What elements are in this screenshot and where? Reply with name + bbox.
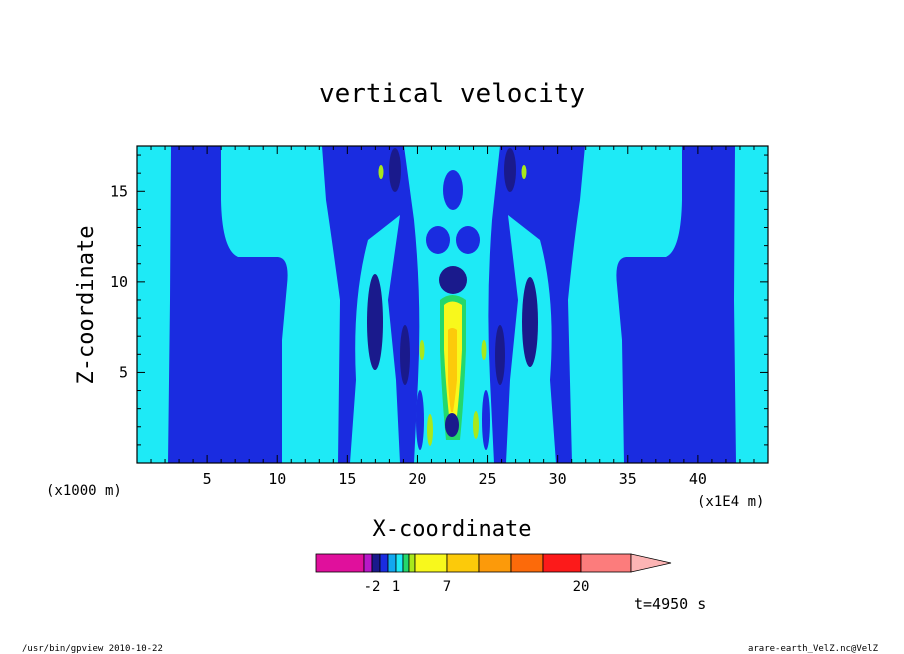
x-tick-label: 35 <box>619 470 637 488</box>
y-tick-label: 5 <box>119 363 128 381</box>
x-tick-label: 25 <box>479 470 497 488</box>
x-axis: 5 10 15 20 25 30 35 40 <box>136 146 769 488</box>
contour-cell <box>481 340 487 360</box>
colorbar-tick-label: -2 <box>364 579 381 595</box>
plot-area <box>137 146 768 463</box>
x-tick-label: 10 <box>268 470 286 488</box>
plot-frame <box>136 145 769 464</box>
x-unit-left: (x1000 m) <box>46 483 122 499</box>
colorbar-segment <box>402 553 410 573</box>
colorbar-segment <box>414 553 448 573</box>
colorbar-segment <box>446 553 480 573</box>
footer-left: /usr/bin/gpview 2010-10-22 <box>22 644 163 654</box>
y-tick-label: 15 <box>110 182 128 200</box>
x-tick-label: 20 <box>408 470 426 488</box>
colorbar-segment <box>371 553 381 573</box>
contour-cell <box>473 411 479 439</box>
contour-cell <box>456 226 480 254</box>
contour-cell <box>426 226 450 254</box>
contour-cell <box>504 148 516 192</box>
colorbar-tick-label: 7 <box>443 579 451 595</box>
contour-cell <box>378 165 384 179</box>
contour-cell <box>400 325 410 385</box>
contour-cell <box>482 390 490 450</box>
x-tick-label: 30 <box>549 470 567 488</box>
x-axis-label: X-coordinate <box>373 517 532 542</box>
contour-cell <box>367 274 383 370</box>
x-unit-right: (x1E4 m) <box>697 494 764 510</box>
x-tick-label: 40 <box>689 470 707 488</box>
colorbar-segment <box>542 553 582 573</box>
contour-cell <box>443 170 463 210</box>
colorbar <box>315 553 672 573</box>
contour-cell <box>445 413 459 437</box>
y-axis: 5 10 15 <box>110 154 768 464</box>
contour-cell <box>389 148 401 192</box>
colorbar-segment <box>315 553 365 573</box>
x-tick-label: 15 <box>338 470 356 488</box>
colorbar-segment <box>395 553 404 573</box>
colorbar-tick-label: 20 <box>573 579 590 595</box>
colorbar-segment <box>580 553 632 573</box>
contour-cell <box>495 325 505 385</box>
colorbar-segment <box>387 553 397 573</box>
chart-title: vertical velocity <box>319 79 585 109</box>
contour-region-left-band <box>168 146 288 463</box>
contour-region-right-band <box>616 146 736 463</box>
colorbar-segment <box>363 553 373 573</box>
y-axis-label: Z-coordinate <box>74 226 99 385</box>
contour-cell <box>439 266 467 294</box>
colorbar-tick-label: 1 <box>392 579 400 595</box>
colorbar-extension-tip <box>630 553 672 573</box>
contour-updraft-peak <box>448 328 457 412</box>
footer-right: arare-earth_VelZ.nc@VelZ <box>748 644 879 654</box>
contour-cell <box>427 414 433 446</box>
time-label: t=4950 s <box>634 595 706 613</box>
colorbar-segment <box>379 553 389 573</box>
colorbar-labels: -2 1 7 20 <box>364 579 590 595</box>
contour-cell <box>416 390 424 450</box>
contour-cell <box>419 340 425 360</box>
colorbar-segment <box>478 553 512 573</box>
colorbar-segment <box>408 553 416 573</box>
x-tick-label: 5 <box>203 470 212 488</box>
contour-cell <box>521 165 527 179</box>
y-tick-label: 10 <box>110 273 128 291</box>
contour-cell <box>522 277 538 367</box>
colorbar-segment <box>510 553 544 573</box>
